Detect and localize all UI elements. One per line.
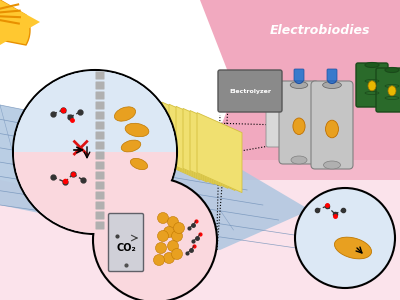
FancyBboxPatch shape [96, 221, 104, 230]
FancyBboxPatch shape [96, 191, 104, 200]
Polygon shape [183, 108, 228, 188]
FancyBboxPatch shape [96, 161, 104, 169]
Ellipse shape [334, 237, 372, 259]
Ellipse shape [130, 158, 148, 169]
Ellipse shape [121, 140, 141, 152]
Circle shape [158, 230, 168, 242]
Ellipse shape [290, 82, 308, 88]
Polygon shape [176, 106, 221, 186]
Circle shape [164, 226, 174, 238]
Ellipse shape [365, 62, 379, 68]
Ellipse shape [114, 107, 136, 121]
FancyBboxPatch shape [96, 182, 104, 190]
Polygon shape [0, 0, 30, 45]
FancyBboxPatch shape [96, 71, 104, 80]
Polygon shape [197, 112, 242, 193]
Circle shape [295, 188, 395, 288]
FancyBboxPatch shape [96, 142, 104, 149]
Ellipse shape [293, 118, 305, 134]
FancyBboxPatch shape [311, 81, 353, 169]
FancyBboxPatch shape [96, 131, 104, 140]
Ellipse shape [328, 76, 336, 83]
Ellipse shape [368, 81, 376, 91]
Polygon shape [169, 104, 214, 184]
Polygon shape [200, 0, 400, 180]
Circle shape [156, 242, 166, 253]
Text: Electrobiodies: Electrobiodies [270, 23, 370, 37]
Circle shape [164, 253, 174, 263]
Ellipse shape [324, 161, 340, 169]
FancyBboxPatch shape [96, 122, 104, 130]
Circle shape [158, 212, 168, 224]
Circle shape [172, 248, 182, 260]
FancyBboxPatch shape [96, 212, 104, 220]
Polygon shape [0, 0, 40, 45]
FancyBboxPatch shape [108, 214, 144, 272]
Circle shape [13, 70, 177, 234]
Ellipse shape [323, 82, 341, 88]
Polygon shape [190, 110, 235, 190]
FancyBboxPatch shape [266, 83, 288, 147]
Ellipse shape [295, 76, 303, 83]
Text: CO₂: CO₂ [116, 243, 136, 253]
FancyBboxPatch shape [96, 92, 104, 100]
FancyBboxPatch shape [356, 63, 388, 107]
Circle shape [172, 230, 182, 242]
FancyBboxPatch shape [96, 152, 104, 160]
FancyBboxPatch shape [96, 101, 104, 110]
FancyBboxPatch shape [96, 112, 104, 119]
Circle shape [174, 223, 184, 233]
Circle shape [93, 178, 217, 300]
FancyBboxPatch shape [376, 68, 400, 112]
Ellipse shape [291, 156, 307, 164]
FancyBboxPatch shape [96, 202, 104, 209]
FancyBboxPatch shape [96, 82, 104, 89]
Circle shape [168, 217, 178, 227]
Polygon shape [155, 100, 200, 180]
Polygon shape [0, 105, 310, 250]
FancyBboxPatch shape [218, 70, 282, 112]
FancyBboxPatch shape [294, 69, 304, 81]
Wedge shape [14, 152, 176, 233]
Text: Electrolyzer: Electrolyzer [229, 88, 271, 94]
Circle shape [168, 241, 178, 251]
FancyBboxPatch shape [327, 69, 337, 81]
Circle shape [154, 254, 164, 266]
Ellipse shape [326, 120, 338, 138]
Ellipse shape [388, 86, 396, 96]
FancyBboxPatch shape [96, 172, 104, 179]
FancyBboxPatch shape [279, 81, 319, 164]
Wedge shape [14, 71, 176, 152]
Polygon shape [0, 160, 400, 300]
Polygon shape [162, 102, 207, 182]
Ellipse shape [125, 123, 149, 137]
Ellipse shape [385, 68, 399, 73]
Text: ✕: ✕ [68, 136, 92, 164]
